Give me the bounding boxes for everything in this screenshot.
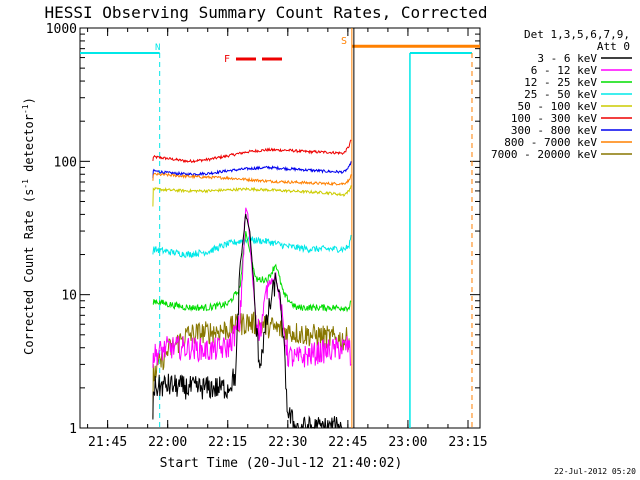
saa-flag-label: S — [341, 36, 347, 47]
x-tick-label: 22:15 — [208, 435, 247, 450]
plot-frame — [79, 27, 481, 429]
x-tick-label: 21:45 — [88, 435, 127, 450]
legend-label: 7000 - 20000 keV — [491, 148, 597, 161]
legend-header-1: Det 1,3,5,6,7,9, — [524, 28, 630, 41]
chart-title: HESSI Observing Summary Count Rates, Cor… — [44, 3, 487, 22]
orbit-overlay — [80, 28, 480, 428]
y-tick-label: 1 — [69, 422, 77, 437]
legend-label: 100 - 300 keV — [511, 112, 597, 125]
night-flag-label: N — [155, 43, 160, 53]
x-tick-label: 23:15 — [448, 435, 487, 450]
series-50-100-kev — [152, 185, 352, 207]
x-tick-label: 22:00 — [148, 435, 187, 450]
axis-ticks: 21:45 22:00 22:15 22:30 22:45 23:00 23:15 1 10 10… — [46, 22, 488, 450]
series-lines — [152, 139, 352, 430]
legend-header-2: Att 0 — [597, 40, 630, 53]
series-7000-20000-kev — [152, 311, 350, 418]
y-tick-label: 10 — [61, 289, 77, 304]
legend-label: 800 - 7000 keV — [504, 136, 597, 149]
footer-date: 22-Jul-2012 05:20 — [554, 467, 636, 476]
y-tick-label: 1000 — [46, 22, 77, 37]
series-3-6-kev — [152, 213, 344, 430]
series-300-800-kev — [152, 161, 352, 179]
legend-label: 25 - 50 keV — [524, 88, 597, 101]
y-tick-label: 100 — [54, 155, 77, 170]
x-tick-label: 22:45 — [328, 435, 367, 450]
legend-label: 3 - 6 keV — [537, 52, 597, 65]
series-800-7000-kev — [152, 172, 352, 187]
legend-label: 300 - 800 keV — [511, 124, 597, 137]
series-25-50-kev — [152, 234, 352, 259]
legend-label: 6 - 12 keV — [531, 64, 598, 77]
legend-label: 12 - 25 keV — [524, 76, 597, 89]
flare-flag-label: F — [224, 54, 230, 65]
series-6-12-kev — [152, 207, 352, 368]
y-axis-label: Corrected Count Rate (s-1 detector-1) — [21, 97, 36, 355]
legend-label: 50 - 100 keV — [518, 100, 598, 113]
series-100-300-kev — [152, 139, 352, 164]
x-tick-label: 23:00 — [388, 435, 427, 450]
x-tick-label: 22:30 — [268, 435, 307, 450]
x-axis-label: Start Time (20-Jul-12 21:40:02) — [160, 456, 403, 471]
